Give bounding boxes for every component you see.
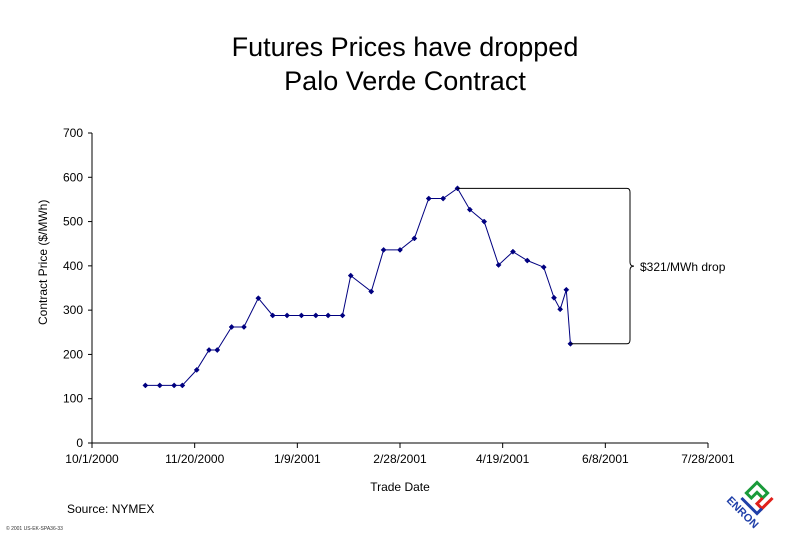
x-tick-label: 11/20/2000 [165, 452, 224, 466]
data-point [524, 257, 531, 264]
y-tick-label: 700 [63, 126, 83, 140]
drop-annotation: $321/MWh drop [640, 260, 726, 274]
x-axis-title-text: Trade Date [370, 480, 430, 494]
y-tick-label: 500 [63, 215, 83, 229]
data-point [206, 347, 212, 353]
y-tick-label: 0 [76, 436, 83, 450]
logo-box [737, 478, 777, 518]
data-point [325, 312, 332, 319]
title-line-2: Palo Verde Contract [284, 66, 526, 96]
data-point [347, 272, 354, 279]
data-point [509, 248, 516, 255]
data-point [540, 264, 547, 271]
data-point [440, 195, 447, 202]
data-point [269, 312, 276, 319]
data-point [255, 295, 262, 302]
data-point [563, 286, 570, 293]
data-point [380, 246, 387, 253]
x-tick-label: 6/8/2001 [582, 452, 629, 466]
chart-title: Futures Prices have dropped Palo Verde C… [0, 30, 810, 98]
data-point [214, 347, 221, 353]
data-point [397, 246, 403, 253]
data-point [411, 235, 418, 242]
data-point [298, 312, 305, 319]
x-tick-label: 10/1/2000 [65, 452, 119, 466]
source-note: Source: NYMEX [67, 502, 155, 516]
data-point [481, 218, 488, 225]
x-tick-label: 7/28/2001 [681, 452, 735, 466]
series-line [145, 187, 571, 386]
enron-logo: ENRON [724, 478, 777, 531]
y-tick-label: 100 [63, 392, 83, 406]
y-tick-label: 600 [63, 170, 83, 184]
x-axis-title: Trade Date [0, 480, 800, 494]
data-point [240, 324, 247, 330]
data-point [142, 382, 149, 389]
logo-green-stroke [744, 480, 770, 501]
logo-blue-stroke [740, 496, 764, 516]
data-point [425, 195, 432, 202]
data-point [284, 312, 291, 319]
y-tick-label: 300 [63, 303, 83, 317]
y-axis-title: Contract Price ($/MWh) [36, 199, 50, 325]
data-point [171, 382, 178, 389]
data-point [312, 312, 319, 319]
x-tick-label: 4/19/2001 [476, 452, 530, 466]
data-point [466, 206, 473, 213]
data-point [557, 306, 564, 313]
x-tick-label: 2/28/2001 [373, 452, 427, 466]
data-point [179, 382, 186, 389]
data-point [339, 312, 346, 319]
data-point [368, 288, 375, 295]
data-point [228, 324, 235, 330]
y-tick-label: 200 [63, 347, 83, 361]
title-line-1: Futures Prices have dropped [231, 32, 579, 62]
data-point [495, 262, 502, 268]
data-point [193, 366, 200, 373]
x-tick-label: 1/9/2001 [274, 452, 321, 466]
data-point [551, 294, 557, 301]
data-point [156, 382, 163, 389]
copyright-note: © 2001 US-EK-SPA36-33 [6, 526, 63, 532]
drop-bracket [626, 187, 635, 345]
y-tick-label: 400 [63, 259, 83, 273]
data-point [454, 185, 461, 192]
logo-red-stroke [754, 496, 774, 511]
